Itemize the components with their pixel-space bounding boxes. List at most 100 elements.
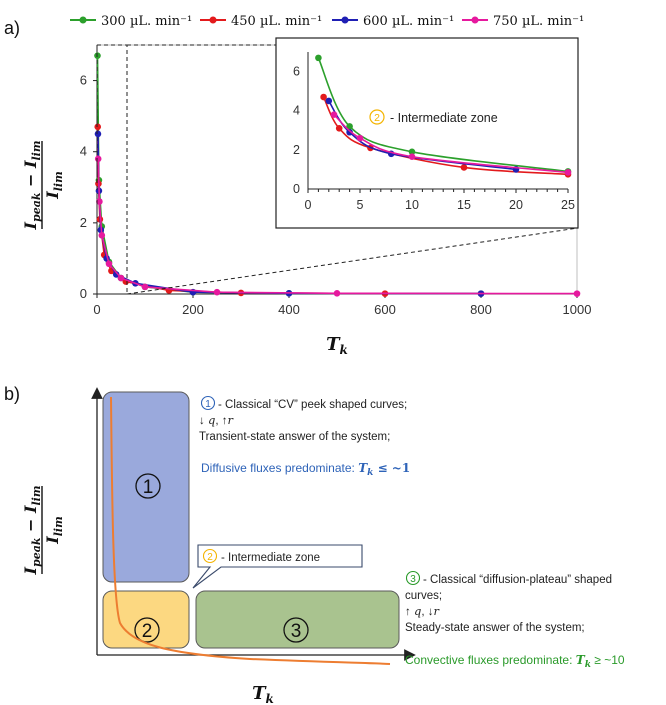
svg-text:- Classical “CV” peek shaped c: - Classical “CV” peek shaped curves; xyxy=(218,399,407,411)
legend-label-750: 750 µL. min⁻¹ xyxy=(493,14,584,29)
panel-b-label: b) xyxy=(4,384,20,404)
x-tick-label: 400 xyxy=(278,302,300,317)
legend-marker-750 xyxy=(471,16,479,24)
svg-text:2: 2 xyxy=(207,552,213,563)
zone-1-marker: 1 xyxy=(135,473,161,499)
inset-x-tick-label: 10 xyxy=(405,198,419,212)
inset-y-tick-label: 6 xyxy=(293,65,300,79)
zone-2-marker: 2 xyxy=(134,617,160,643)
inset-y-tick-label: 0 xyxy=(293,182,300,196)
panel-a-y-axis-label: Ipeak − Ilim Ilim xyxy=(21,141,65,231)
svg-text:1: 1 xyxy=(143,477,154,498)
inset-series-line-300 xyxy=(317,57,569,173)
data-point-750 xyxy=(105,260,113,268)
y-tick-label: 6 xyxy=(80,73,87,88)
inset-y-tick-label: 2 xyxy=(293,143,300,157)
zone-3-box xyxy=(195,590,400,649)
svg-text:2: 2 xyxy=(374,112,380,124)
svg-text:1: 1 xyxy=(205,399,211,410)
svg-text:Steady-state answer of the sys: Steady-state answer of the system; xyxy=(405,622,585,634)
svg-text:Diffusive fluxes predominate:: Diffusive fluxes predominate: Tk ≤ ~1 xyxy=(201,461,410,478)
data-point-750 xyxy=(333,289,341,297)
inset-x-tick-label: 25 xyxy=(561,198,575,212)
legend-label-300: 300 µL. min⁻¹ xyxy=(101,14,192,29)
svg-text:3: 3 xyxy=(410,574,416,585)
chart-legend: 300 µL. min⁻¹ 450 µL. min⁻¹ 600 µL. min⁻¹ 7… xyxy=(70,14,584,29)
inset-x-tick-label: 20 xyxy=(509,198,523,212)
legend-marker-300 xyxy=(79,16,87,24)
schematic-curve xyxy=(110,396,391,665)
inset-data-point-750 xyxy=(330,111,338,118)
y-tick-label: 2 xyxy=(80,215,87,230)
zone-1-box xyxy=(102,391,190,583)
zone-1-description: 1 - Classical “CV” peek shaped curves; ↓… xyxy=(199,395,410,478)
x-tick-label: 0 xyxy=(93,302,100,317)
panel-b-y-axis-label: Ipeak − Ilim Ilim xyxy=(21,486,65,576)
zone-2-box xyxy=(102,590,190,649)
svg-text:Ipeak − Ilim: Ipeak − Ilim xyxy=(21,486,43,576)
svg-text:Transient-state answer of the: Transient-state answer of the system; xyxy=(199,431,390,443)
legend-label-450: 450 µL. min⁻¹ xyxy=(231,14,322,29)
legend-marker-450 xyxy=(209,16,217,24)
svg-text:curves;: curves; xyxy=(405,590,442,602)
inset-series-line-750 xyxy=(333,114,569,174)
zone-3-description: 3 - Classical “diffusion-plateau” shaped… xyxy=(405,570,625,670)
svg-text:Ipeak − Ilim: Ipeak − Ilim xyxy=(21,141,43,231)
inset-data-point-750 xyxy=(564,169,572,176)
inset-data-point-450 xyxy=(335,125,343,132)
svg-text:↓ q, ↑r: ↓ q, ↑r xyxy=(199,413,234,427)
data-point-750 xyxy=(94,155,102,163)
data-point-750 xyxy=(117,274,125,282)
inset-data-point-750 xyxy=(408,153,416,161)
main-series xyxy=(94,52,581,297)
data-point-750 xyxy=(96,198,103,205)
zone-3-marker: 3 xyxy=(283,617,309,643)
inset-x-tick-label: 15 xyxy=(457,198,471,212)
inset-data-point-450 xyxy=(320,93,327,101)
x-tick-label: 1000 xyxy=(563,302,592,317)
svg-text:- Classical “diffusion-plateau: - Classical “diffusion-plateau” shaped xyxy=(423,574,612,586)
inset-frame xyxy=(275,37,579,229)
y-tick-label: 4 xyxy=(80,144,87,159)
data-point-750 xyxy=(141,283,149,291)
inset-data-point-300 xyxy=(315,54,322,62)
zoom-connector-bottom xyxy=(126,227,579,295)
y-tick-label: 0 xyxy=(80,286,87,301)
inset-data-point-600 xyxy=(346,128,353,136)
inset-annotation: 2 - Intermediate zone xyxy=(369,109,498,125)
inset-data-point-300 xyxy=(346,123,353,130)
data-point-750 xyxy=(573,290,581,297)
inset-series xyxy=(315,54,572,178)
inset-y-tick-label: 4 xyxy=(293,104,300,118)
inset-axis-ticks: 0 5 10 15 20 25 0 2 4 6 xyxy=(293,65,575,212)
inset-data-point-300 xyxy=(408,148,416,156)
x-tick-label: 600 xyxy=(374,302,396,317)
svg-text:- Intermediate zone: - Intermediate zone xyxy=(390,111,498,125)
x-tick-label: 200 xyxy=(182,302,204,317)
data-point-750 xyxy=(98,232,106,239)
main-x-axis-label: Tk xyxy=(326,334,348,357)
svg-text:- Intermediate zone: - Intermediate zone xyxy=(221,552,320,564)
inset-data-point-450 xyxy=(460,164,468,171)
zoom-region xyxy=(96,44,128,295)
zone-2-callout: 2 - Intermediate zone xyxy=(192,544,363,589)
inset-data-point-600 xyxy=(325,97,333,105)
svg-text:3: 3 xyxy=(291,621,302,642)
svg-text:Ilim: Ilim xyxy=(43,516,65,544)
schematic-x-axis-label: Tk xyxy=(252,683,274,705)
legend-label-600: 600 µL. min⁻¹ xyxy=(363,14,454,29)
data-point-600 xyxy=(94,130,102,138)
svg-text:Convective fluxes predominate:: Convective fluxes predominate: Tk ≥ ~10 xyxy=(405,653,625,670)
inset-data-point-750 xyxy=(356,134,364,142)
svg-text:Ilim: Ilim xyxy=(43,171,65,199)
legend-marker-600 xyxy=(341,16,349,24)
svg-text:2: 2 xyxy=(142,621,153,642)
svg-text:↑ q, ↓r: ↑ q, ↓r xyxy=(405,604,440,618)
inset-x-tick-label: 0 xyxy=(305,198,312,212)
panel-a-label: a) xyxy=(4,18,20,38)
data-point-450 xyxy=(94,123,102,131)
data-point-750 xyxy=(213,288,221,296)
data-point-600 xyxy=(112,271,120,278)
